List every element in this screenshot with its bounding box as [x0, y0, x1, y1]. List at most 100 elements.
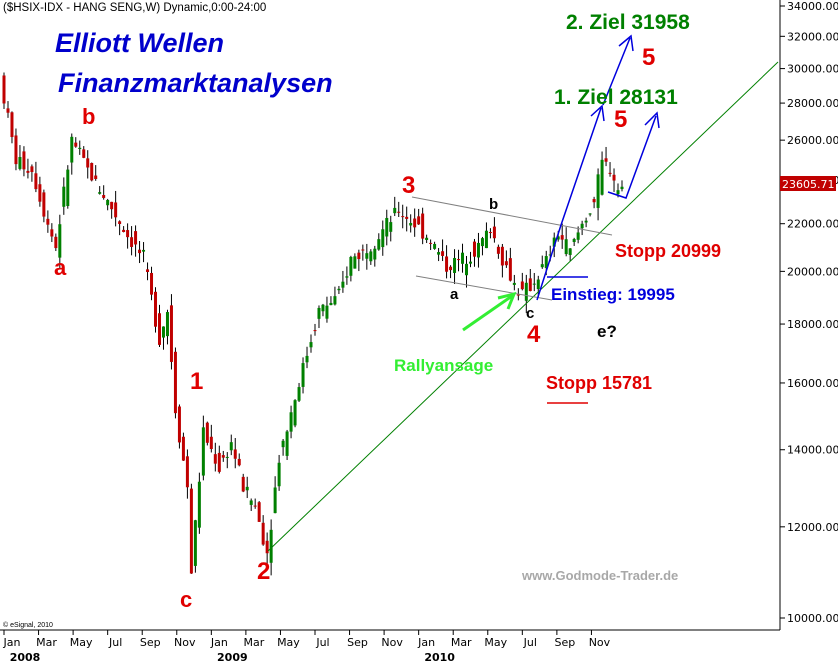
candle-body — [612, 174, 616, 181]
candle-body — [189, 488, 193, 574]
candle-body — [237, 458, 241, 466]
candle-body — [337, 288, 341, 291]
y-axis: 34000.00 32000.00 30000.00 28000.00 26000.00… — [780, 0, 838, 625]
candle-body — [488, 232, 492, 234]
candle-body — [433, 243, 437, 249]
y-tick-label: 26000.00 — [787, 134, 838, 147]
y-tick-label: 20000.00 — [787, 265, 838, 278]
candle-body — [46, 218, 50, 225]
candle-body — [389, 222, 393, 232]
candle-body — [253, 505, 257, 507]
candle-body — [34, 173, 38, 190]
candle-body — [524, 282, 528, 301]
candle-body — [245, 486, 249, 491]
candle-body — [409, 223, 413, 226]
candle-body — [465, 263, 469, 276]
candle-body — [504, 261, 508, 266]
candle-body — [449, 266, 453, 271]
x-tick-label: Sep — [140, 636, 161, 649]
candle-body — [373, 248, 377, 260]
candle-body — [453, 257, 457, 273]
stop-lower-label: Stopp 15781 — [546, 373, 652, 393]
correction-label-b: b — [489, 196, 498, 213]
candle-body — [165, 312, 169, 337]
candle-body — [265, 540, 269, 554]
target-2-label: 2. Ziel 31958 — [566, 11, 690, 34]
candle-body — [217, 452, 221, 472]
heading-line1: Elliott Wellen — [55, 28, 224, 58]
candle-body — [429, 242, 433, 244]
candle-body — [301, 363, 305, 387]
candle-body — [74, 142, 78, 147]
candle-body — [560, 235, 564, 240]
candle-body — [273, 487, 277, 514]
candle-body — [62, 186, 66, 207]
candle-body — [552, 237, 556, 247]
x-tick-label: Jul — [108, 636, 122, 649]
candle-body — [30, 166, 34, 173]
candle-body — [516, 294, 520, 296]
candle-body — [241, 476, 245, 492]
candle-body — [457, 259, 461, 261]
candle-body — [345, 276, 349, 278]
candle-body — [54, 236, 58, 249]
y-tick-label: 28000.00 — [787, 97, 838, 110]
candle-body — [185, 456, 189, 488]
candle-body — [114, 202, 118, 218]
candle-body — [544, 256, 548, 268]
x-tick-label: Jul — [315, 636, 329, 649]
candle-body — [50, 229, 54, 237]
candle-body — [154, 291, 158, 327]
rally-arrow — [462, 291, 517, 332]
stop-upper-label: Stopp 20999 — [615, 241, 721, 261]
y-tick-label: 16000.00 — [787, 377, 838, 390]
candle-body — [357, 252, 361, 260]
candle-body — [417, 216, 421, 225]
y-tick-label: 22000.00 — [787, 218, 838, 231]
candle-body — [401, 216, 405, 218]
candle-body — [596, 174, 600, 208]
candle-body — [349, 256, 353, 276]
candle-body — [584, 220, 588, 223]
candle-body — [229, 442, 233, 451]
candle-body — [325, 305, 329, 319]
plot-frame — [0, 0, 781, 631]
candle-body — [437, 252, 441, 255]
candle-body — [492, 226, 496, 239]
candle-body — [333, 296, 337, 305]
x-tick-label: May — [70, 636, 93, 649]
wave-label-5-upper: 5 — [642, 44, 655, 71]
candle-body — [421, 213, 425, 239]
candle-body — [138, 249, 142, 254]
candle-body — [281, 440, 285, 448]
candle-body — [221, 455, 225, 458]
candle-body — [313, 330, 317, 332]
wave-label-b: b — [82, 104, 95, 129]
x-tick-label: Nov — [589, 636, 611, 649]
candle-body — [536, 279, 540, 290]
arrow-target2 — [602, 37, 631, 106]
last-price-tag: 23605.71 — [780, 176, 836, 191]
candle-body — [532, 283, 536, 285]
candle-body — [361, 249, 365, 251]
candle-body — [576, 232, 580, 240]
candle-body — [22, 151, 26, 170]
y-tick-label: 30000.00 — [787, 63, 838, 76]
y-tick-label: 18000.00 — [787, 318, 838, 331]
correction-label-c: c — [526, 305, 534, 322]
candle-body — [461, 252, 465, 264]
candle-body — [110, 201, 114, 210]
candle-body — [2, 75, 6, 104]
candle-body — [249, 500, 253, 505]
x-tick-label: Mar — [451, 636, 472, 649]
x-tick-label: Jul — [523, 636, 537, 649]
candle-body — [213, 454, 217, 464]
support-trendline — [267, 61, 779, 552]
candle-body — [341, 281, 345, 288]
candle-body — [14, 135, 18, 165]
candle-body — [70, 136, 74, 163]
candle-body — [18, 157, 22, 169]
channel-lower — [415, 275, 553, 301]
candle-body — [38, 184, 42, 202]
candle-body — [130, 237, 134, 247]
